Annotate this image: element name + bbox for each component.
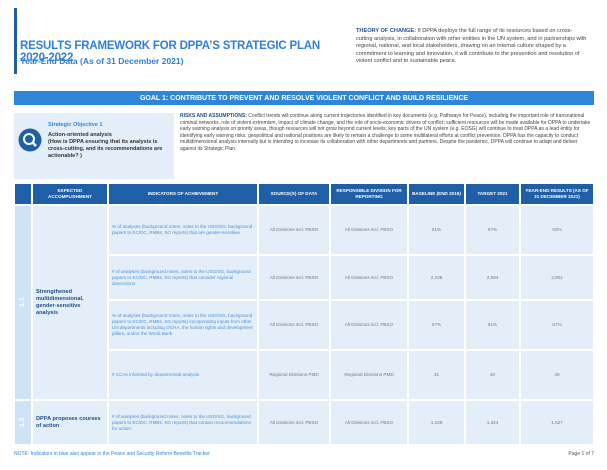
column-header: BASELINE (END 2019) <box>408 183 465 205</box>
accent-bar <box>14 8 17 74</box>
responsible: All Divisions incl. PBSO <box>330 255 408 300</box>
column-header: EXPECTED ACCOMPLISHMENT <box>32 183 108 205</box>
page-number: Page 1 of 7 <box>568 451 594 457</box>
accomplishment: Strengthened multidimensional, gender-se… <box>32 205 108 400</box>
indicator: % of analyses (background notes, notes t… <box>108 205 258 255</box>
theory-label: THEORY OF CHANGE: <box>356 28 416 34</box>
objective-number: Strategic Objective 1 <box>48 122 103 128</box>
accomplishment: DPPA proposes courses of action <box>32 400 108 445</box>
result: 63% <box>520 205 594 255</box>
subtitle: Year-End Data (As of 31 December 2021) <box>20 56 184 66</box>
responsible: Regional Divisions PMD <box>330 350 408 400</box>
source: All Divisions incl. PBSO <box>258 205 330 255</box>
header-blank <box>14 183 32 205</box>
column-header: TARGET 2021 <box>465 183 520 205</box>
theory-text: If DPPA deploys the full range of its re… <box>356 28 587 65</box>
result: 67% <box>520 300 594 350</box>
footer-note: NOTE: Indicators in blue also appear in … <box>14 451 210 457</box>
results-table: EXPECTED ACCOMPLISHMENT INDICATORS OF ACH… <box>14 183 594 445</box>
baseline: 31 <box>408 350 465 400</box>
responsible: All Divisions incl. PBSO <box>330 205 408 255</box>
baseline: 2,108 <box>408 255 465 300</box>
baseline: 51% <box>408 205 465 255</box>
result: 1,527 <box>520 400 594 445</box>
baseline: 57% <box>408 300 465 350</box>
source: All Divisions incl. PBSO <box>258 255 330 300</box>
source: All Divisions incl. PBSO <box>258 300 330 350</box>
search-icon <box>18 128 42 152</box>
responsible: All Divisions incl. PBSO <box>330 300 408 350</box>
column-header: INDICATORS OF ACHIEVEMENT <box>108 183 258 205</box>
target: 40 <box>465 350 520 400</box>
indicator: % of analyses (background notes, notes t… <box>108 300 258 350</box>
indicator: # CCAs informed by departmental analysis <box>108 350 258 400</box>
theory-of-change: THEORY OF CHANGE: If DPPA deploys the fu… <box>356 28 588 66</box>
indicator: # of analyses (background notes, notes t… <box>108 400 258 445</box>
target: 61% <box>465 300 520 350</box>
target: 2,594 <box>465 255 520 300</box>
target: 67% <box>465 205 520 255</box>
result: 2,902 <box>520 255 594 300</box>
indicator: # of analyses (background notes, notes t… <box>108 255 258 300</box>
column-header: RESPONSIBLE DIVISION FOR REPORTING <box>330 183 408 205</box>
source: Regional Divisions PMD <box>258 350 330 400</box>
risks-label: RISKS AND ASSUMPTIONS: <box>180 113 247 119</box>
title: RESULTS FRAMEWORK FOR DPPA’S STRATEGIC P… <box>20 40 320 64</box>
objective-title-text: Action-oriented analysis <box>48 132 112 138</box>
column-header: YEAR-END RESULTS (AS OF 31 DECEMBER 2021… <box>520 183 594 205</box>
baseline: 1,239 <box>408 400 465 445</box>
objective-title: Action-oriented analysis (How is DPPA ens… <box>48 132 170 160</box>
group-id: 1.1 <box>14 205 32 400</box>
column-header: SOURCE(S) OF DATA <box>258 183 330 205</box>
target: 1,344 <box>465 400 520 445</box>
result: 40 <box>520 350 594 400</box>
group-id: 1.2 <box>14 400 32 445</box>
risks-text: Conflict trends will continue along curr… <box>180 113 591 152</box>
objective-question: (How is DPPA ensuring that its analysis … <box>48 139 163 159</box>
responsible: All Divisions incl. PBSO <box>330 400 408 445</box>
risks: RISKS AND ASSUMPTIONS: Conflict trends w… <box>180 113 594 153</box>
goal-banner: GOAL 1: CONTRIBUTE TO PREVENT AND RESOLV… <box>14 91 594 105</box>
objective-box <box>14 113 174 179</box>
source: All Divisions incl. PBSO <box>258 400 330 445</box>
